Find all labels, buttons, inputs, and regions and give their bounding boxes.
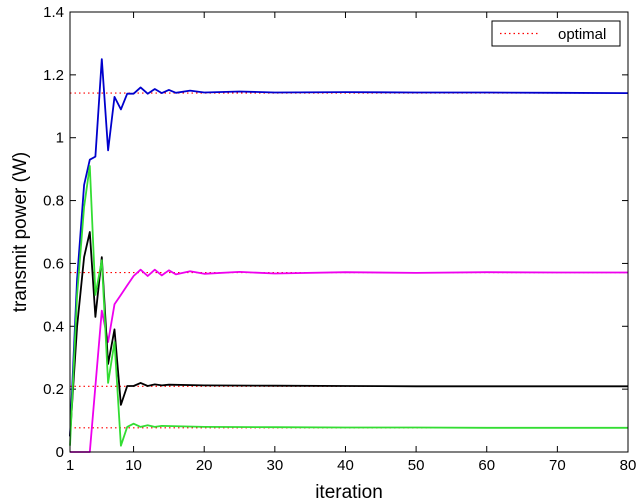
series-line <box>69 58 629 437</box>
x-tick-label: 20 <box>196 457 213 474</box>
y-tick-label: 0.6 <box>43 255 64 272</box>
series-line <box>69 231 628 437</box>
x-tick-label: 10 <box>125 457 142 474</box>
x-tick-label: 70 <box>549 457 566 474</box>
legend-box <box>491 20 621 47</box>
y-tick-labels: 0 0.2 0.4 0.6 0.8 1 1.2 1.4 <box>43 4 64 461</box>
series-line <box>70 268 628 453</box>
y-tick-label: 1.4 <box>43 4 64 21</box>
legend: optimal <box>491 20 621 47</box>
plot-frame <box>69 11 629 453</box>
x-tick-label: 50 <box>408 457 425 474</box>
y-tick-label: 0.8 <box>43 193 64 210</box>
y-tick-label: 1 <box>56 130 64 147</box>
y-tick-label: 0 <box>56 444 64 461</box>
series-lines <box>69 58 629 453</box>
x-tick-labels: 1 10 20 30 40 50 60 70 80 <box>66 457 637 474</box>
legend-label-optimal: optimal <box>558 26 606 43</box>
x-tick-label: 1 <box>66 457 74 474</box>
y-tick-label: 0.4 <box>43 318 64 335</box>
y-axis-label: transmit power (W) <box>10 152 31 312</box>
x-axis-label: iteration <box>315 482 383 503</box>
x-tick-label: 40 <box>337 457 354 474</box>
y-tick-label: 0.2 <box>43 381 64 398</box>
optimal-lines <box>70 92 628 429</box>
x-tick-label: 80 <box>620 457 637 474</box>
x-tick-label: 60 <box>478 457 495 474</box>
y-tick-label: 1.2 <box>43 67 64 84</box>
x-tick-label: 30 <box>266 457 283 474</box>
series-line <box>69 165 628 447</box>
